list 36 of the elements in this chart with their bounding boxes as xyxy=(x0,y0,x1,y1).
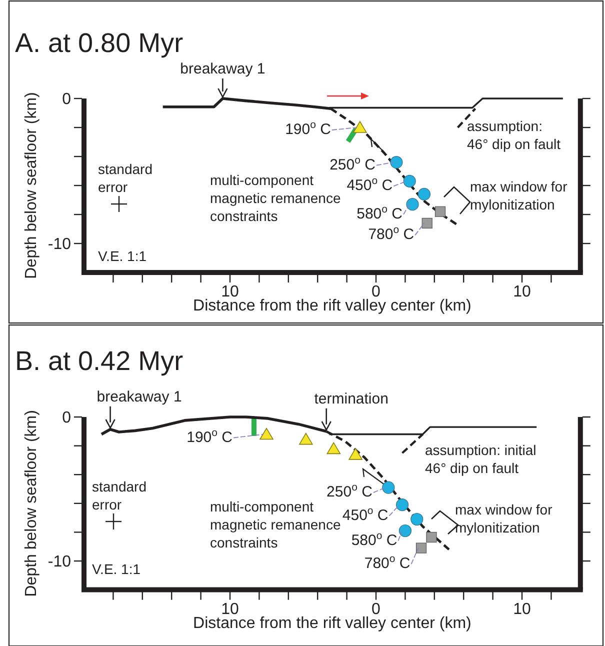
annotation: 580$^{o}$ C xyxy=(351,530,398,549)
annotation: 450$^{o}$ C xyxy=(342,504,388,524)
annotation: 780$^{o}$ C xyxy=(364,553,410,572)
x-tick-label: 10 xyxy=(513,284,531,300)
annotation: 250$^{o}$ C xyxy=(330,154,376,174)
y-axis-title: Depth below seafloor (km) xyxy=(23,410,40,597)
x-tick-label: 10 xyxy=(221,284,239,300)
y-axis-title: Depth below seafloor (km) xyxy=(23,92,40,279)
annotation: assumption: initial 46° dip on fault xyxy=(425,442,536,476)
x-tick-label: 10 xyxy=(513,600,531,618)
annotation: V.E. 1:1 xyxy=(98,248,147,264)
annotation: 580$^{o}$ C xyxy=(356,203,403,222)
annotation: multi-component magnetic remanence constraints xyxy=(210,172,341,224)
annotation: max window for mylonitization xyxy=(470,178,568,212)
annotation: 780$^{o}$ C xyxy=(368,224,414,244)
annotation: standard error xyxy=(92,478,146,512)
annotation: breakaway 1 xyxy=(96,388,182,406)
annotation: multi-component magnetic remanence constraints xyxy=(210,498,341,550)
y-tick-label: -10 xyxy=(48,236,72,253)
annotation: max window for mylonitization xyxy=(455,502,553,536)
chart-title: B. at 0.42 Myr xyxy=(15,346,184,376)
annotation: breakaway 1 xyxy=(180,60,266,78)
y-tick-label: 0 xyxy=(62,91,72,108)
annotation: 250$^{o}$ C xyxy=(326,482,373,501)
annotation: assumption: 46° dip on fault xyxy=(467,118,561,152)
chart-title: A. at 0.80 Myr xyxy=(15,28,184,58)
annotation: 190$^{o}$ C xyxy=(186,426,233,446)
x-tick-label: 0 xyxy=(372,284,381,300)
annotation: 190$^{o}$ C xyxy=(285,119,332,138)
y-tick-label: 0 xyxy=(62,410,72,426)
annotation: termination xyxy=(314,390,388,408)
annotation: standard error xyxy=(98,161,152,195)
annotation: V.E. 1:1 xyxy=(92,561,141,577)
annotation: 450$^{o}$ C xyxy=(346,175,393,194)
x-axis-title: Distance from the rift valley center (km) xyxy=(193,298,472,314)
y-tick-label: -10 xyxy=(48,554,72,570)
